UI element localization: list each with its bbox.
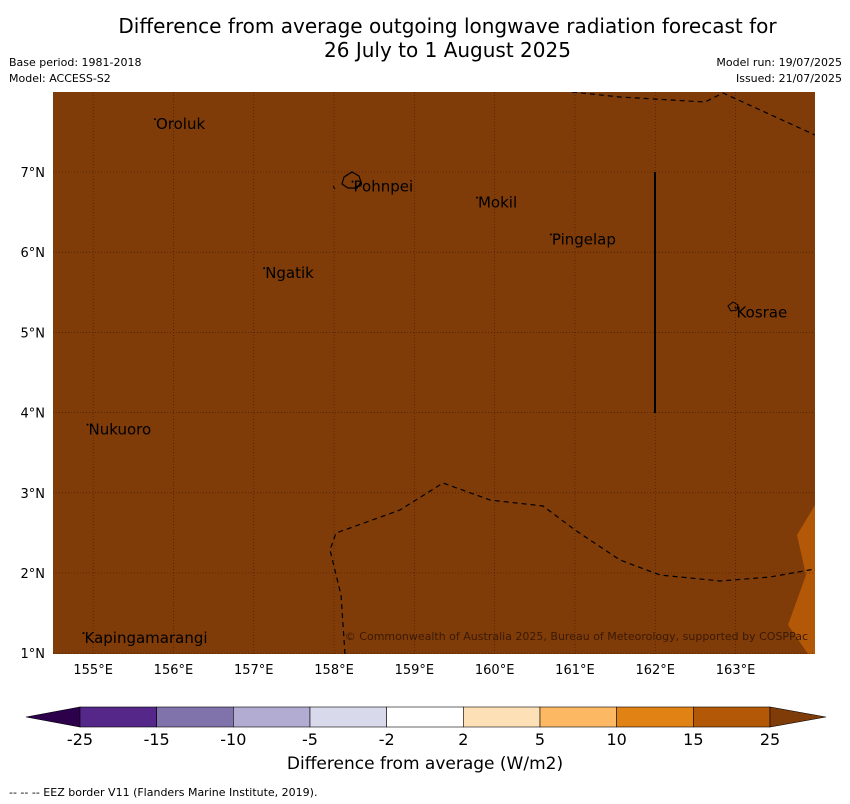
- place-marker: [86, 423, 89, 426]
- place-marker: [734, 306, 737, 309]
- lat-tick-label: 3°N: [21, 487, 46, 502]
- colorbar-tick-label: -10: [220, 730, 246, 749]
- place-label: Pohnpei: [354, 178, 414, 196]
- issued-date: Issued: 21/07/2025: [735, 72, 842, 85]
- colorbar-bin: [79, 706, 157, 728]
- model-run: Model run: 19/07/2025: [716, 56, 842, 69]
- lat-tick-label: 7°N: [21, 166, 46, 181]
- lon-tick-label: 161°E: [555, 663, 595, 678]
- lon-tick-label: 155°E: [73, 663, 113, 678]
- pohnpei-island-shape: [341, 171, 362, 189]
- eez-footnote: -- -- -- EEZ border V11 (Flanders Marine…: [9, 786, 318, 799]
- kosrae-island-shape: [727, 301, 739, 312]
- place-label: Mokil: [478, 194, 517, 212]
- place-label: Oroluk: [156, 115, 205, 133]
- meta-right: Model run: 19/07/2025 Issued: 21/07/2025: [716, 55, 842, 87]
- place-label: Pingelap: [552, 231, 616, 249]
- colorbar-bin: [463, 706, 541, 728]
- title-line-1: Difference from average outgoing longwav…: [118, 14, 777, 38]
- place-marker: [351, 180, 354, 183]
- place-marker: [153, 118, 156, 121]
- meta-left: Base period: 1981-2018 Model: ACCESS-S2: [9, 55, 141, 87]
- colorbar-bin: [539, 706, 617, 728]
- anomaly-patch-15-25: [788, 505, 815, 654]
- colorbar-tick-label: 5: [535, 730, 545, 749]
- map-background: [53, 92, 815, 654]
- colorbar-tick-label: 10: [606, 730, 626, 749]
- base-period: Base period: 1981-2018: [9, 56, 142, 69]
- colorbar: -25 -15 -10 -5 -2 2 5 10 15 25: [25, 706, 827, 749]
- map-area: Oroluk Pohnpei Mokil Pingelap Ngatik Kosrae Nu…: [53, 92, 815, 654]
- place-labels: Oroluk Pohnpei Mokil Pingelap Ngatik Kosrae Nu…: [82, 115, 788, 647]
- place-marker: [263, 267, 266, 270]
- colorbar-tick-label: 25: [760, 730, 780, 749]
- colorbar-bin: [309, 706, 387, 728]
- colorbar-label: Difference from average (W/m2): [286, 754, 564, 774]
- colorbar-tick-label: 2: [458, 730, 468, 749]
- lat-tick-label: 6°N: [21, 246, 46, 261]
- place-label: Kapingamarangi: [85, 629, 208, 647]
- ant-atoll-mark: [332, 185, 336, 190]
- model-name: Model: ACCESS-S2: [9, 72, 111, 85]
- lat-tick-label: 4°N: [21, 407, 46, 422]
- graticule: [53, 92, 815, 654]
- colorbar-min-arrow: [25, 706, 81, 728]
- colorbar-tick-label: -25: [67, 730, 93, 749]
- colorbar-bin: [616, 706, 694, 728]
- colorbar-tick-label: -15: [144, 730, 170, 749]
- lon-tick-label: 163°E: [716, 663, 756, 678]
- colorbar-bin: [156, 706, 234, 728]
- lat-tick-label: 2°N: [21, 567, 46, 582]
- eez-border-south: [329, 482, 815, 654]
- place-label: Ngatik: [265, 264, 314, 282]
- map-title: Difference from average outgoing longwav…: [0, 14, 850, 62]
- lon-tick-label: 156°E: [154, 663, 194, 678]
- lon-tick-label: 157°E: [234, 663, 274, 678]
- lon-tick-label: 159°E: [395, 663, 435, 678]
- place-label: Nukuoro: [89, 421, 152, 439]
- lat-tick-label: 5°N: [21, 326, 46, 341]
- place-marker: [549, 233, 552, 236]
- title-line-2: 26 July to 1 August 2025: [324, 38, 571, 62]
- place-label: Kosrae: [737, 304, 788, 322]
- colorbar-bin: [386, 706, 464, 728]
- colorbar-tick-label: 15: [683, 730, 703, 749]
- lat-tick-label: 1°N: [21, 647, 46, 662]
- place-marker: [82, 632, 85, 635]
- map-axis-labels: 155°E 156°E 157°E 158°E 159°E 160°E 161°E 162°E…: [21, 166, 756, 678]
- colorbar-max-arrow: [769, 706, 827, 728]
- colorbar-bin: [233, 706, 311, 728]
- lon-tick-label: 162°E: [635, 663, 675, 678]
- colorbar-tick-label: -2: [379, 730, 395, 749]
- copyright-text: © Commonwealth of Australia 2025, Bureau…: [345, 630, 808, 643]
- colorbar-bin: [693, 706, 771, 728]
- place-marker: [475, 196, 478, 199]
- colorbar-tick-label: -5: [302, 730, 318, 749]
- lon-tick-label: 158°E: [314, 663, 354, 678]
- lon-tick-label: 160°E: [475, 663, 515, 678]
- eez-borders: [329, 92, 815, 654]
